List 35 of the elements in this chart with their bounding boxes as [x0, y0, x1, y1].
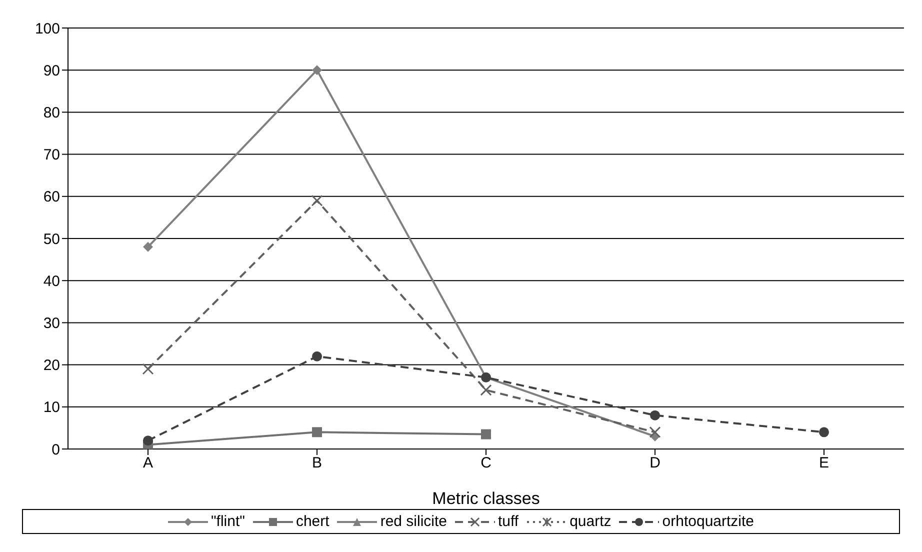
y-tick-label: 20 [43, 357, 60, 374]
legend-label: quartz [570, 513, 612, 530]
point [649, 426, 661, 438]
y-tick-label: 10 [43, 399, 60, 416]
point [480, 384, 492, 396]
legend-label: tuff [498, 513, 519, 530]
point [819, 427, 829, 438]
legend-label: chert [296, 513, 330, 530]
point [311, 194, 323, 206]
y-tick-label: 80 [43, 104, 60, 122]
legend-label: orhtoquartzite [662, 513, 754, 530]
x-tick-label: C [480, 454, 492, 472]
y-tick-label: 60 [43, 188, 60, 206]
x-tick-label: D [650, 454, 661, 472]
y-tick-label: 50 [43, 230, 60, 248]
y-tick-label: 70 [43, 146, 60, 164]
x-tick-label: E [818, 454, 830, 472]
y-tick-label: 100 [34, 20, 60, 38]
y-tick-label: 30 [43, 315, 60, 332]
y-tick-label: 0 [52, 441, 60, 458]
legend-label: red silicite [380, 513, 448, 530]
point [481, 429, 491, 440]
x-axis-title: Metric classes [432, 489, 540, 508]
point [142, 363, 154, 375]
point [143, 436, 153, 446]
y-tick-label: 90 [43, 62, 60, 80]
point [312, 427, 322, 438]
point [312, 351, 322, 362]
y-tick-label: 40 [43, 272, 60, 290]
point [650, 410, 660, 420]
point [312, 65, 322, 76]
point [143, 242, 153, 252]
x-tick-label: A [142, 454, 154, 472]
legend-label: "flint" [210, 513, 245, 530]
x-tick-label: B [312, 454, 322, 472]
